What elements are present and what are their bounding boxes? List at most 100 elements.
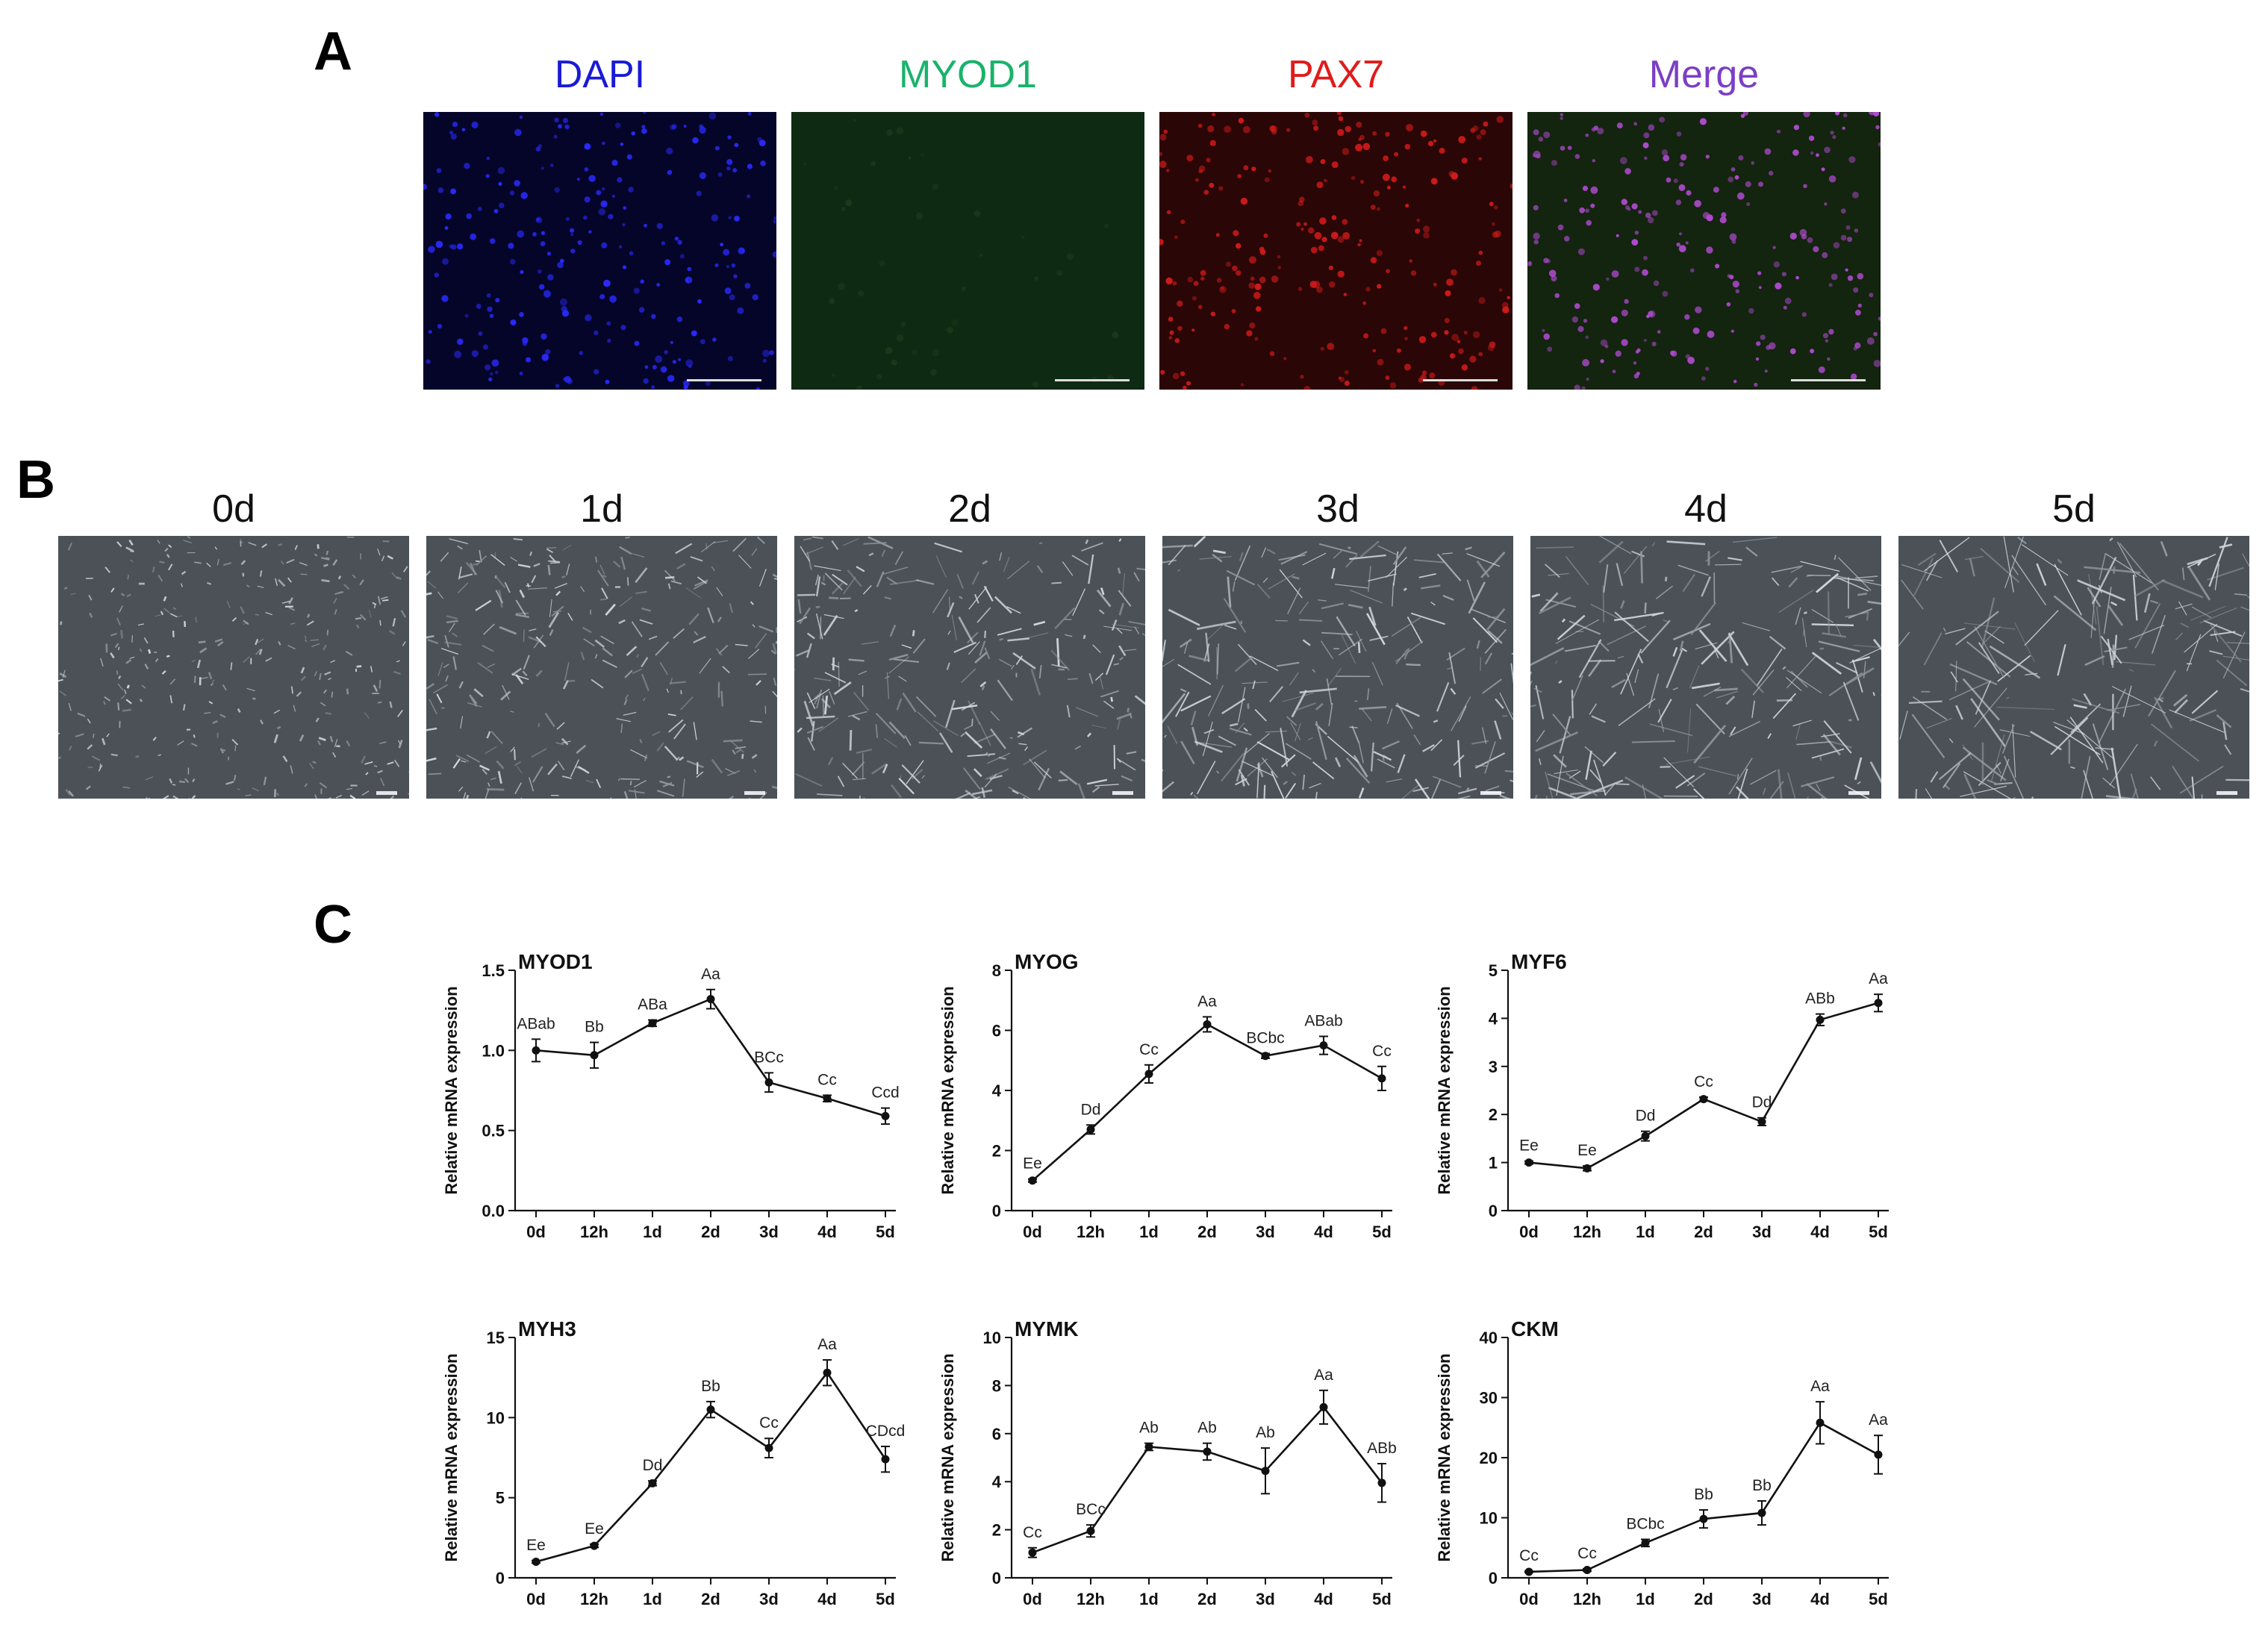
significance-letter: BCc [1076, 1501, 1106, 1518]
significance-letter: Cc [1139, 1041, 1159, 1058]
significance-letter: Ab [1256, 1424, 1275, 1441]
significance-letter: Ee [1023, 1155, 1042, 1173]
significance-letter: Dd [1636, 1108, 1656, 1125]
y-tick-label: 2 [992, 1142, 1001, 1161]
data-point [881, 1455, 890, 1464]
chart-title-ckm: CKM [1511, 1317, 1559, 1340]
x-tick-label: 12h [1573, 1590, 1601, 1608]
significance-letter: Aa [701, 966, 720, 983]
data-point [1583, 1566, 1592, 1575]
y-tick-label: 4 [992, 1081, 1002, 1100]
data-point [1203, 1020, 1212, 1028]
x-tick-label: 2d [701, 1223, 720, 1241]
data-point [532, 1558, 540, 1567]
significance-letter: Cc [1519, 1547, 1539, 1564]
significance-letter: Aa [1314, 1367, 1333, 1384]
brightfield-image-5d [1898, 536, 2249, 799]
data-point [1699, 1095, 1708, 1104]
y-tick-label: 10 [983, 1329, 1001, 1347]
y-tick-label: 5 [496, 1489, 505, 1508]
x-tick-label: 2d [1197, 1223, 1217, 1241]
significance-letter: Ccd [871, 1084, 899, 1102]
x-tick-label: 5d [1869, 1223, 1888, 1241]
panel-a-letter: A [314, 22, 352, 81]
chart-title-mymk: MYMK [1015, 1317, 1079, 1340]
brightfield-image-1d [426, 536, 777, 799]
data-point [1319, 1402, 1328, 1411]
x-tick-label: 0d [526, 1590, 546, 1608]
data-point [1874, 999, 1883, 1008]
significance-letter: Cc [1694, 1073, 1713, 1090]
data-point [1641, 1538, 1650, 1547]
x-tick-label: 12h [1077, 1590, 1105, 1608]
data-point [1086, 1526, 1095, 1535]
significance-letter: BCbc [1626, 1515, 1664, 1532]
significance-letter: Ee [526, 1537, 546, 1554]
x-tick-label: 4d [1810, 1223, 1830, 1241]
brightfield-image-0d [58, 536, 409, 799]
data-point [648, 1019, 657, 1028]
data-point [1641, 1131, 1650, 1140]
significance-letter: Dd [1081, 1101, 1101, 1118]
y-tick-label: 10 [1480, 1509, 1498, 1528]
channel-label-merge: Merge [1648, 53, 1760, 96]
brightfield-image-4d [1530, 536, 1881, 799]
significance-letter: ABb [1805, 990, 1835, 1008]
x-tick-label: 2d [1694, 1223, 1713, 1241]
y-axis-label: Relative mRNA expression [938, 986, 957, 1194]
data-point [1319, 1041, 1328, 1050]
x-tick-label: 3d [1752, 1223, 1772, 1241]
y-tick-label: 6 [992, 1022, 1001, 1040]
y-tick-label: 15 [487, 1329, 505, 1347]
data-point [764, 1078, 773, 1087]
significance-letter: ABab [517, 1015, 555, 1032]
data-point [1816, 1418, 1825, 1427]
data-point [1757, 1117, 1766, 1126]
significance-letter: Cc [1023, 1524, 1042, 1541]
x-tick-label: 4d [1314, 1223, 1333, 1241]
channel-label-myod1: MYOD1 [899, 53, 1037, 96]
y-tick-label: 0 [496, 1569, 505, 1588]
x-tick-label: 0d [1023, 1590, 1042, 1608]
x-tick-label: 12h [580, 1590, 608, 1608]
chart-myod1: 0.0 0.5 1.0 1.5 0d 12h 1d 2d 3d 4d 5d Relative mRNA… [433, 940, 911, 1254]
y-tick-label: 0.0 [482, 1202, 505, 1220]
day-label-3d: 3d [1316, 487, 1359, 531]
x-tick-label: 4d [817, 1223, 837, 1241]
x-tick-label: 2d [1694, 1590, 1713, 1608]
channel-label-pax7: PAX7 [1287, 53, 1385, 96]
data-point [1028, 1548, 1037, 1557]
y-tick-label: 4 [992, 1473, 1002, 1491]
x-tick-label: 0d [1519, 1590, 1539, 1608]
x-tick-label: 3d [759, 1590, 779, 1608]
x-tick-label: 2d [1197, 1590, 1217, 1608]
significance-letter: Cc [1577, 1545, 1597, 1562]
day-label-2d: 2d [948, 487, 991, 531]
fluorescence-image-myod1 [791, 112, 1144, 390]
x-tick-label: 5d [1869, 1590, 1888, 1608]
data-point [1583, 1164, 1592, 1173]
significance-letter: BCbc [1246, 1029, 1284, 1046]
significance-letter: ABb [1367, 1440, 1397, 1457]
data-point [532, 1046, 540, 1055]
chart-title-myh3: MYH3 [518, 1317, 576, 1340]
x-tick-label: 12h [1077, 1223, 1105, 1241]
significance-letter: CDcd [866, 1423, 906, 1440]
significance-letter: Cc [1372, 1043, 1392, 1060]
data-point [1377, 1479, 1386, 1488]
data-point [1086, 1125, 1095, 1134]
y-tick-label: 0 [1489, 1569, 1498, 1588]
y-axis-label: Relative mRNA expression [938, 1353, 957, 1561]
x-tick-label: 4d [1810, 1590, 1830, 1608]
x-tick-label: 3d [1256, 1223, 1275, 1241]
chart-ckm: 0 10 20 30 40 0d 12h 1d 2d 3d 4d 5d Relative mRNA ex… [1426, 1308, 1904, 1621]
y-tick-label: 6 [992, 1425, 1001, 1443]
x-tick-label: 4d [817, 1590, 837, 1608]
significance-letter: Aa [817, 1336, 837, 1353]
y-tick-label: 0 [1489, 1202, 1498, 1220]
significance-letter: ABa [638, 996, 667, 1014]
y-tick-label: 1.5 [482, 961, 505, 980]
significance-letter: Ab [1139, 1420, 1159, 1437]
data-point [881, 1111, 890, 1120]
chart-title-myog: MYOG [1015, 950, 1079, 973]
